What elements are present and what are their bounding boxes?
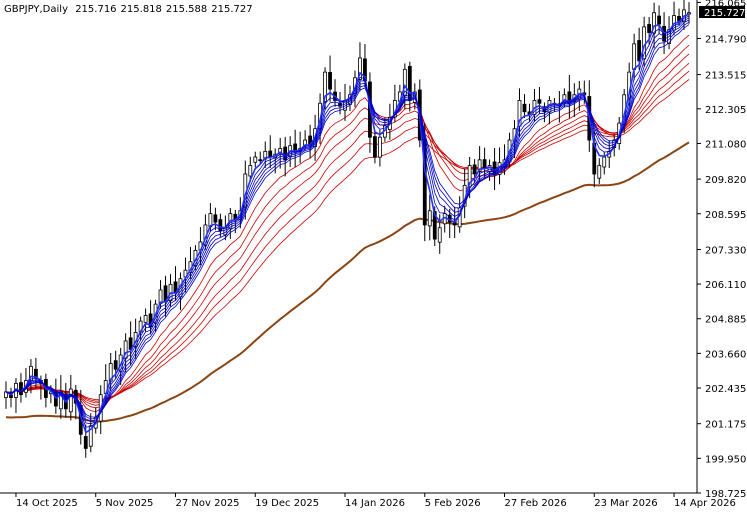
low-value: 215.588 (165, 4, 208, 15)
candle-body (422, 138, 427, 226)
ema-red-ribbon (5, 34, 690, 413)
time-tick-label: 23 Mar 2026 (594, 498, 657, 509)
time-axis: 14 Oct 2025 5 Nov 2025 27 Nov 2025 19 Dec 2… (15, 493, 736, 509)
price-tick-label: 206.110 (705, 280, 746, 291)
candle-body (328, 72, 332, 90)
ema-blue-ribbon (5, 13, 690, 434)
ema-blue-series (5, 21, 690, 420)
symbol-info: GBPJPY,Daily 215.716 215.818 215.588 215.72… (4, 4, 257, 15)
price-axis: 216.065 214.790 213.515 212.305 211.080 209.8… (697, 0, 746, 500)
candle-body (472, 164, 477, 175)
candle-body (19, 382, 23, 396)
candle-body (407, 65, 412, 101)
time-tick-label: 27 Nov 2025 (176, 498, 240, 509)
candle-body (358, 57, 362, 80)
candle-body (597, 165, 602, 179)
price-tick-label: 207.330 (705, 246, 746, 257)
price-tick-label: 209.820 (705, 175, 746, 186)
open-value: 215.716 (75, 4, 117, 15)
candle-body (68, 388, 73, 413)
symbol-label: GBPJPY,Daily (4, 4, 68, 15)
candle-body (378, 136, 382, 158)
candle-body (687, 12, 691, 15)
time-tick-label: 5 Feb 2026 (425, 498, 481, 509)
close-value: 215.727 (211, 4, 253, 15)
candle-body (437, 227, 442, 243)
time-tick-label: 14 Apr 2026 (674, 498, 736, 509)
candle-body (517, 100, 522, 127)
candle-body (373, 136, 377, 158)
price-tick-label: 211.080 (705, 139, 746, 150)
candle-body (218, 219, 223, 231)
price-tick-label: 199.950 (705, 454, 746, 465)
ema-slow-series (5, 141, 690, 423)
price-tick-label: 208.595 (705, 210, 746, 221)
ema-red-series (5, 53, 690, 406)
time-tick-label: 14 Jan 2026 (345, 498, 405, 509)
candle-body (657, 15, 661, 25)
price-tick-label: 201.175 (705, 420, 746, 431)
candle-body (258, 159, 263, 162)
ema-blue-series (5, 17, 690, 425)
time-tick-label: 5 Nov 2025 (96, 498, 154, 509)
ema-blue-series (5, 13, 690, 434)
price-tick-label: 216.065 (705, 0, 746, 9)
candle-body (522, 103, 527, 113)
candle-body (477, 159, 482, 172)
candle-body (402, 68, 407, 97)
ema-slow-line (5, 141, 690, 423)
price-tick-label: 212.305 (705, 105, 746, 116)
ema-red-series (5, 44, 690, 409)
candle-body (253, 156, 258, 163)
candle-body (562, 94, 567, 104)
candle-body (83, 436, 88, 449)
candle-body (647, 24, 652, 33)
high-value: 215.818 (120, 4, 162, 15)
candle-body (537, 99, 542, 104)
price-tick-label: 198.725 (705, 489, 746, 500)
ema-blue-series (5, 19, 690, 422)
candle-body (248, 165, 253, 177)
price-tick-label: 202.435 (705, 384, 746, 395)
candle-body (88, 425, 93, 447)
candle-body (213, 214, 218, 223)
price-tick-label: 214.790 (705, 34, 746, 45)
ema-blue-series (5, 24, 690, 418)
candle-body (268, 150, 273, 158)
candle-body (492, 161, 497, 175)
candle-body (427, 210, 432, 227)
candle-body (4, 391, 8, 398)
candle-body (143, 315, 148, 323)
candle-body (482, 159, 487, 169)
candle-body (632, 43, 637, 70)
candle-body (602, 156, 607, 168)
ema-red-series (5, 34, 690, 413)
ema-red-series (5, 79, 690, 401)
candle-body (323, 71, 327, 102)
price-tick-label: 213.515 (705, 71, 746, 82)
candle-body (467, 165, 472, 188)
time-tick-label: 14 Oct 2025 (16, 498, 78, 509)
candle-body (338, 102, 342, 107)
price-tick-label: 204.885 (705, 315, 746, 326)
candle-body (113, 360, 118, 370)
time-tick-label: 27 Feb 2026 (505, 498, 567, 509)
current-price-tag: 215.727 (699, 6, 745, 19)
current-price-label: 215.727 (704, 8, 745, 19)
price-tick-label: 203.660 (705, 349, 746, 360)
time-tick-label: 19 Dec 2025 (255, 498, 319, 509)
candle-body (637, 40, 642, 62)
ema-blue-series (5, 15, 690, 428)
